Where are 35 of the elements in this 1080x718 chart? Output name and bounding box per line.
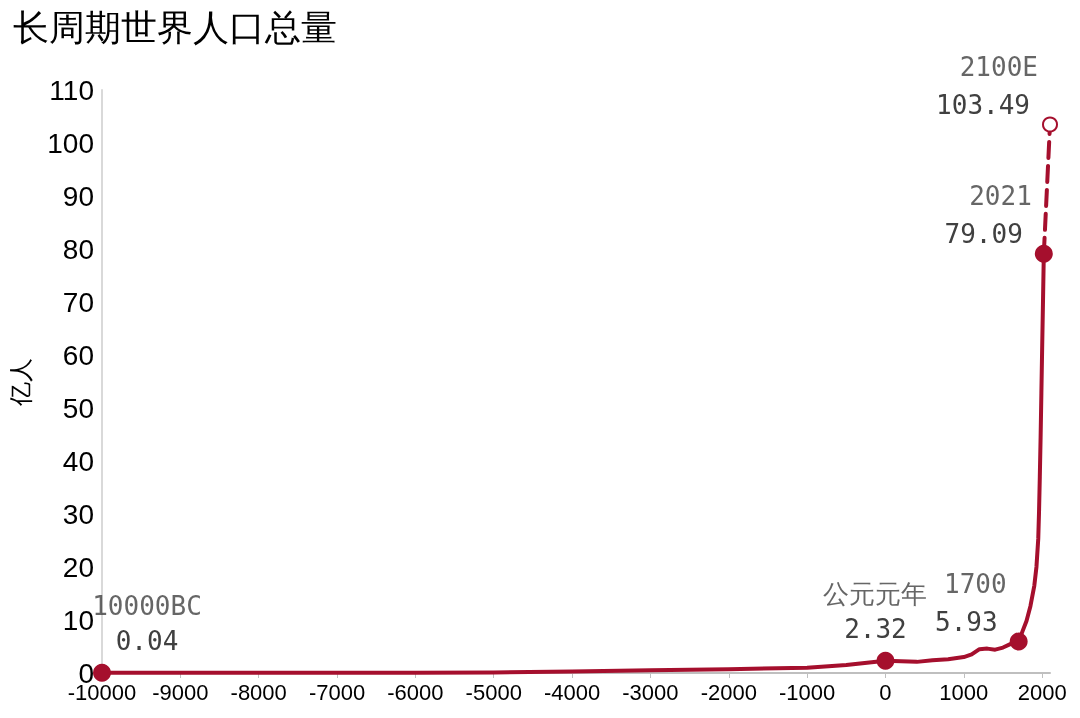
data-label: 103.49 — [936, 89, 1030, 120]
data-label: 5.93 — [935, 606, 998, 637]
x-tick-label: -3000 — [622, 679, 679, 705]
x-tick-label: 0 — [879, 679, 892, 705]
y-tick-label: 100 — [47, 127, 94, 159]
annotation: 1700 — [944, 568, 1007, 599]
x-tick-label: -6000 — [387, 679, 444, 705]
y-axis-title: 亿人 — [6, 357, 34, 407]
y-tick-label: 30 — [62, 498, 94, 530]
x-tick-label: -1000 — [778, 679, 836, 705]
x-tick-label: -2000 — [700, 679, 757, 705]
y-tick-label: 50 — [62, 392, 94, 424]
y-tick-label: 70 — [62, 286, 94, 318]
x-tick-label: -4000 — [543, 679, 601, 705]
x-tick-label: 2000 — [1017, 679, 1067, 705]
y-tick-label: 90 — [62, 180, 94, 212]
chart-title: 长周期世界人口总量 — [13, 6, 337, 48]
annotation: 公元元年 — [823, 578, 928, 609]
annotation: 10000BC — [92, 590, 202, 621]
y-tick-label: 40 — [62, 445, 94, 477]
data-label: 0.04 — [115, 625, 179, 656]
annotation: 2021 — [969, 180, 1032, 211]
x-tick-label: -9000 — [152, 679, 209, 705]
annotation: 2100E — [959, 51, 1038, 82]
x-tick-label: 1000 — [939, 679, 989, 705]
y-tick-label: 80 — [62, 233, 94, 265]
x-tick-label: -5000 — [465, 679, 522, 705]
y-tick-label: 10 — [62, 604, 94, 636]
y-tick-label: 60 — [62, 339, 94, 371]
y-tick-label: 110 — [49, 74, 94, 106]
data-label: 79.09 — [944, 218, 1023, 249]
data-label: 2.32 — [844, 613, 907, 644]
x-tick-label: -8000 — [230, 679, 287, 705]
x-tick-label: -7000 — [308, 679, 366, 705]
y-tick-label: 20 — [62, 551, 94, 583]
